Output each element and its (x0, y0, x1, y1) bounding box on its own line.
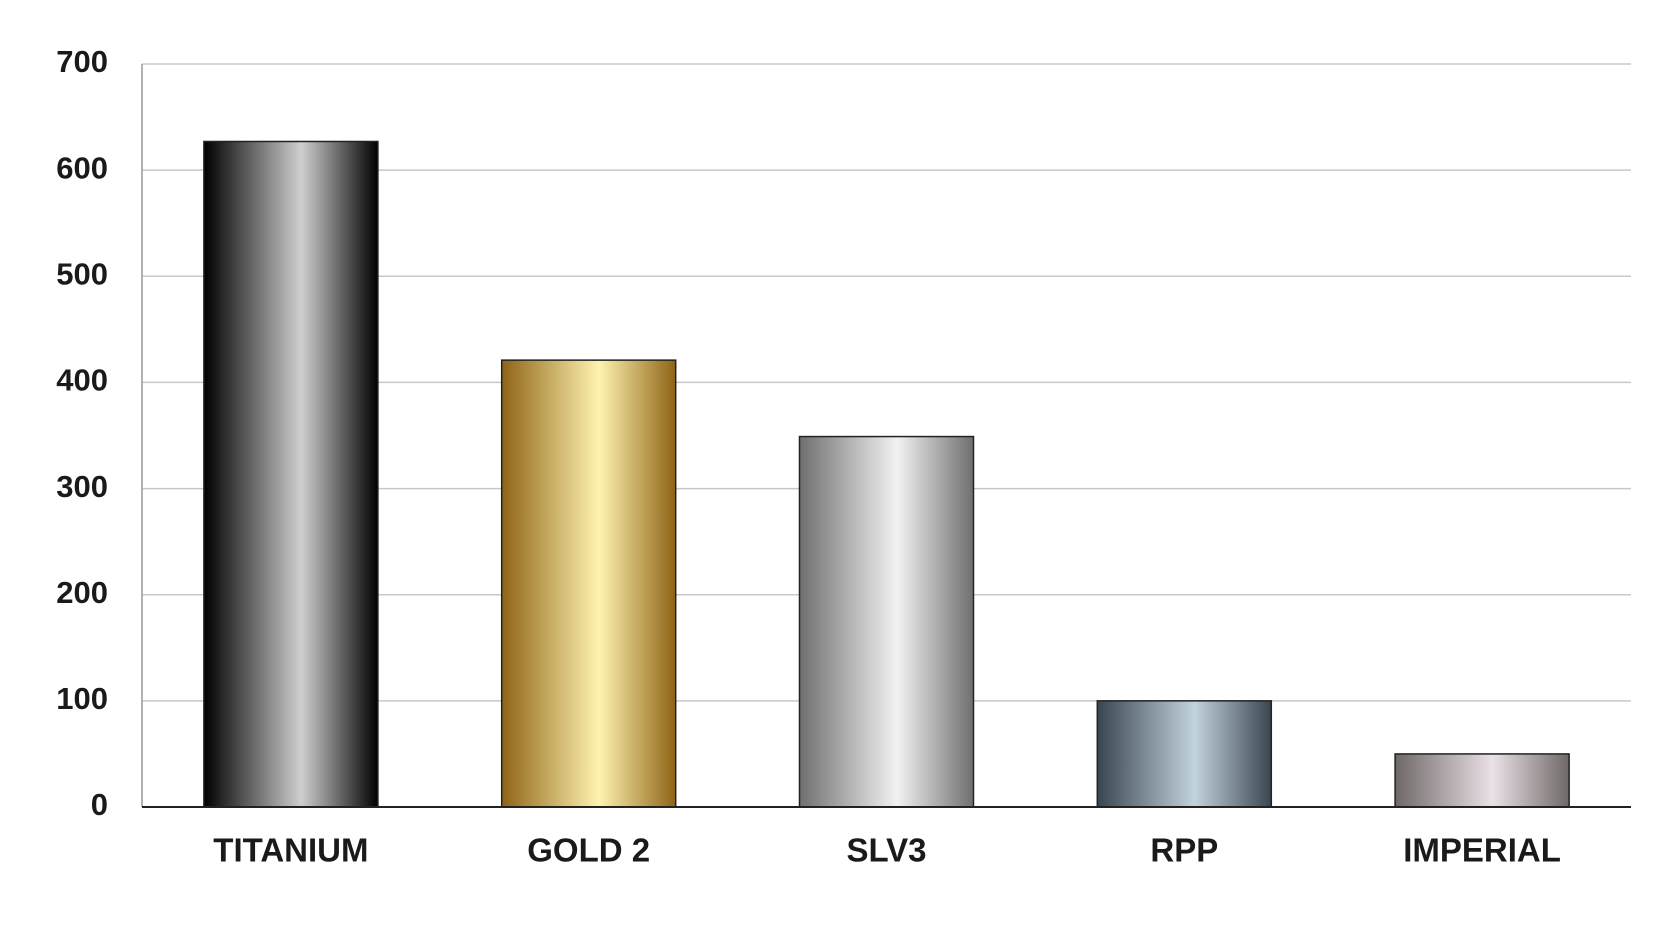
bar (500, 359, 677, 808)
y-tick-label: 600 (56, 150, 108, 185)
x-tick-label: RPP (1150, 832, 1218, 869)
y-tick-label: 500 (56, 256, 108, 291)
x-tick-label: GOLD 2 (527, 832, 650, 869)
y-tick-label: 100 (56, 681, 108, 716)
y-tick-label: 0 (91, 787, 108, 822)
bar (798, 435, 975, 808)
bar (1096, 700, 1273, 808)
y-tick-label: 300 (56, 469, 108, 504)
bar (203, 140, 379, 808)
y-tick-label: 400 (56, 363, 108, 398)
bar (1394, 753, 1570, 808)
x-tick-label: TITANIUM (213, 832, 368, 869)
x-tick-label: SLV3 (846, 832, 926, 869)
x-tick-label: IMPERIAL (1403, 832, 1561, 869)
y-tick-label: 200 (56, 575, 108, 610)
y-tick-label: 700 (56, 44, 108, 79)
